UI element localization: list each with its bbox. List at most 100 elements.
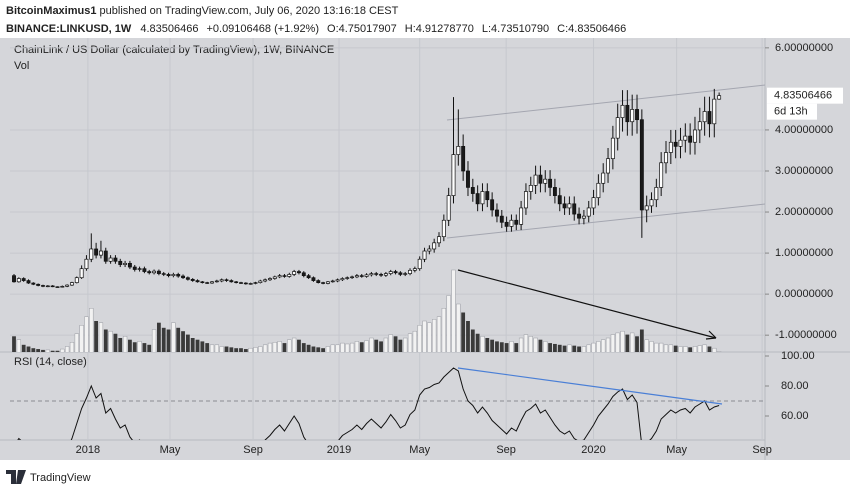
candle-body [21, 278, 26, 281]
candle-body [118, 260, 123, 265]
volume-bar [523, 334, 529, 352]
candle-body [369, 273, 374, 276]
volume-bar [601, 339, 606, 352]
volume-bar [605, 337, 611, 352]
volume-bar [301, 343, 306, 352]
volume-bar [635, 336, 639, 352]
candle-body [243, 282, 248, 285]
rsi-y-tick-label: 60.00 [781, 410, 809, 422]
volume-bar [354, 341, 360, 352]
candle-body [441, 219, 446, 238]
candle-body [712, 98, 717, 125]
candle-body [717, 95, 722, 100]
candle-body [528, 185, 533, 192]
candle-body [514, 219, 519, 225]
candle-body [181, 275, 185, 279]
volume-bar [432, 319, 437, 352]
candle-body [277, 275, 282, 278]
volume-bar [156, 322, 161, 352]
volume-bar [248, 347, 253, 352]
candle-body [678, 139, 683, 147]
volume-bar [234, 348, 239, 352]
volume-bar [586, 344, 591, 352]
volume-bar [200, 341, 205, 352]
volume-bar [258, 346, 263, 352]
rsi-label: RSI (14, close) [14, 356, 87, 368]
candle-body [282, 275, 287, 277]
candle-body [475, 193, 480, 205]
x-tick-label: 2019 [327, 444, 351, 456]
brand: TradingView [30, 472, 91, 484]
candle-body [190, 278, 195, 281]
volume-bar [504, 343, 509, 352]
candle-body [596, 182, 601, 199]
volume-bar [267, 342, 273, 352]
candle-body [615, 117, 620, 139]
volume-bar [393, 336, 398, 352]
legend-close: C:4.83506466 [557, 23, 626, 35]
candle-body [422, 250, 427, 260]
candle-body [340, 278, 345, 281]
volume-bar [668, 344, 673, 352]
candle-body [432, 242, 437, 250]
volume-bar [89, 308, 94, 352]
volume-bar [45, 349, 50, 352]
candle-body [683, 135, 688, 141]
volume-bar [383, 337, 389, 352]
volume-bar [644, 339, 649, 352]
volume-bar [398, 339, 403, 352]
volume-bar [683, 346, 688, 352]
candle-body [195, 280, 200, 283]
x-tick-label: 2018 [76, 444, 100, 456]
pane-title: ChainLink / US Dollar (calculated by Tra… [14, 44, 334, 56]
volume-bar [712, 347, 717, 352]
volume-bar [716, 351, 722, 352]
y-tick-label: 1.00000000 [775, 247, 833, 259]
candle-body [639, 119, 644, 211]
candle-body [519, 207, 524, 225]
volume-bar [436, 316, 442, 352]
volume-bar [702, 344, 707, 352]
volume-bar [12, 336, 16, 352]
candle-body [103, 250, 108, 262]
volume-bar [591, 342, 596, 352]
candle-body [606, 158, 610, 174]
candle-body [147, 271, 152, 274]
candle-body [538, 174, 543, 184]
candle-body [301, 272, 306, 277]
candle-body [74, 277, 79, 283]
candle-body [470, 187, 475, 194]
volume-bar [277, 341, 282, 352]
candle-body [673, 141, 678, 147]
volume-bar [403, 337, 408, 352]
candle-body [461, 146, 466, 172]
candle-body [156, 270, 161, 274]
volume-bar [151, 329, 157, 352]
volume-bar [103, 329, 108, 352]
candle-body [321, 282, 326, 284]
footer-logo: TradingView [6, 470, 91, 484]
candle-body [659, 162, 664, 188]
volume-bar [41, 349, 45, 352]
volume-bar [562, 345, 567, 352]
volume-bar [321, 348, 325, 352]
candle-body [45, 285, 50, 288]
candle-body [316, 280, 321, 283]
candle-body [210, 281, 214, 284]
candle-body [586, 207, 591, 217]
x-tick-label: Sep [496, 444, 516, 456]
candle-body [427, 248, 432, 252]
volume-bar [185, 334, 190, 352]
candle-body [330, 280, 335, 283]
volume-bar [316, 347, 321, 352]
volume-bar [379, 341, 383, 352]
volume-bar [567, 344, 572, 352]
candle-body [625, 104, 630, 123]
volume-bar [171, 322, 176, 352]
volume-bar [345, 343, 350, 352]
volume-bar [369, 337, 374, 352]
volume-bar [132, 342, 137, 352]
volume-bar [456, 303, 461, 352]
candle-body [70, 282, 74, 286]
